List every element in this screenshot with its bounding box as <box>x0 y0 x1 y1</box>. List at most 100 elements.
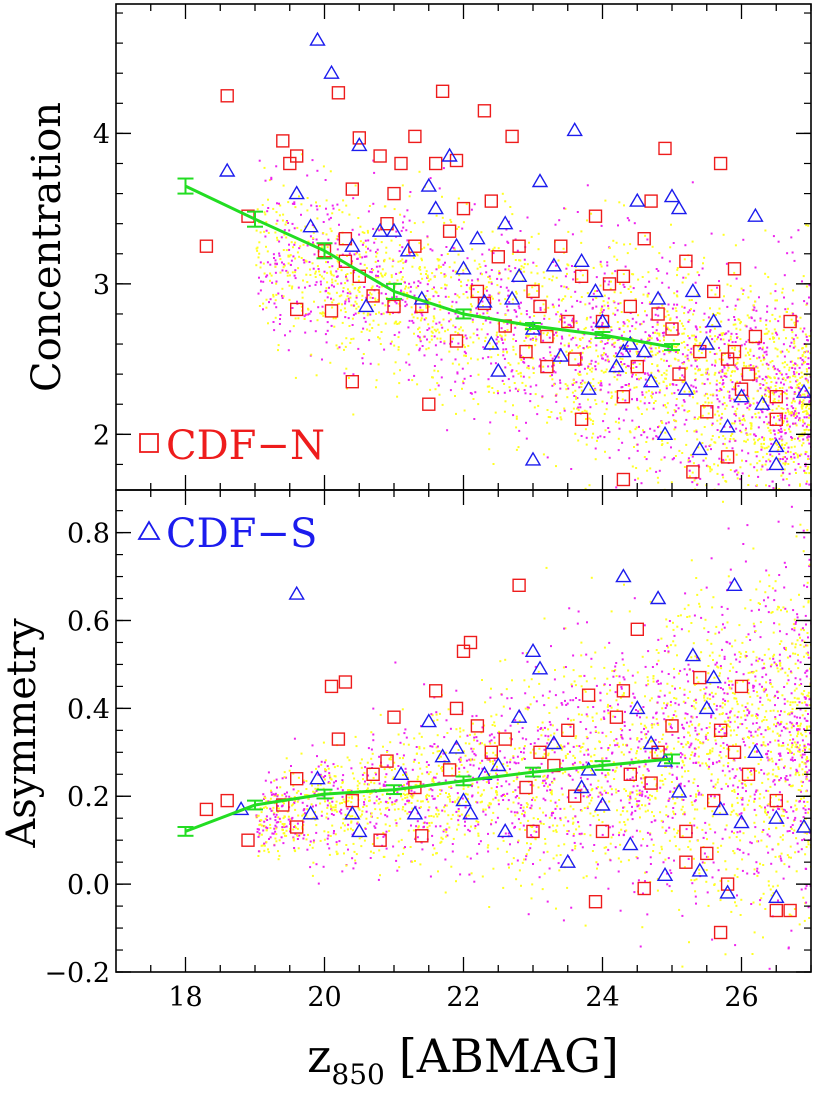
cloud-point <box>630 291 633 293</box>
cloud-point <box>422 783 425 786</box>
cloud-point <box>640 434 643 437</box>
cloud-point <box>469 392 472 394</box>
cloud-point <box>315 281 318 284</box>
cloud-point <box>699 330 702 333</box>
cloud-point <box>696 656 698 659</box>
cloud-point <box>737 318 740 321</box>
cloud-point <box>610 610 613 613</box>
cloud-point <box>388 281 391 284</box>
cloud-point <box>599 340 602 343</box>
cloud-point <box>440 287 443 289</box>
cloud-point <box>636 449 639 452</box>
cloud-point <box>753 466 756 469</box>
cloud-point <box>789 491 791 493</box>
cloud-point <box>734 507 736 509</box>
cloud-point <box>773 513 775 515</box>
cloud-point <box>433 328 436 331</box>
cloud-point <box>763 442 765 445</box>
cloud-point <box>772 631 775 634</box>
cloud-point <box>341 303 343 306</box>
cloud-point <box>394 321 397 324</box>
cloud-point <box>319 783 322 786</box>
cloud-point <box>718 811 721 814</box>
cloud-point <box>781 541 783 543</box>
cloud-point <box>586 316 589 319</box>
cloud-point <box>772 768 775 771</box>
cloud-point <box>367 210 370 213</box>
cloud-point <box>703 383 706 385</box>
cloud-point <box>694 338 697 340</box>
cloud-point <box>571 349 574 352</box>
cloud-point <box>709 329 712 332</box>
cloud-point <box>344 316 347 319</box>
cloud-point <box>636 793 639 796</box>
cloud-point <box>397 260 400 263</box>
cloud-point <box>710 468 713 471</box>
cloud-point <box>437 264 440 267</box>
cloud-point <box>512 755 515 758</box>
cloud-point <box>785 397 788 400</box>
cloud-point <box>528 346 530 349</box>
cloud-point <box>652 331 655 334</box>
cloud-point <box>697 345 700 348</box>
cloud-point <box>749 422 752 425</box>
cloud-point <box>673 634 676 637</box>
cloud-point <box>747 395 750 398</box>
cloud-point <box>779 425 782 427</box>
cloud-point <box>723 372 726 375</box>
cloud-point <box>288 243 290 246</box>
cloud-point <box>546 774 549 777</box>
cloud-point <box>419 268 422 271</box>
cloud-point <box>276 810 279 813</box>
cloud-point <box>482 322 485 325</box>
cloud-point <box>499 285 502 288</box>
cloud-point <box>550 330 553 333</box>
cloud-point <box>571 265 573 267</box>
cloud-point <box>587 367 589 369</box>
cloud-point <box>666 326 669 329</box>
cloud-point <box>469 336 472 339</box>
cloud-point <box>663 324 665 327</box>
cloud-point <box>335 800 338 803</box>
cloud-point <box>293 201 296 204</box>
cloud-point <box>303 261 306 264</box>
cloud-point <box>282 263 285 266</box>
cloud-point <box>647 389 650 392</box>
cdf-n-point <box>727 344 742 359</box>
cloud-point <box>698 274 701 277</box>
cloud-point <box>615 675 618 677</box>
cloud-point <box>440 323 443 326</box>
cloud-point <box>790 446 793 449</box>
cloud-point <box>762 456 765 459</box>
cloud-point <box>790 726 793 729</box>
cloud-point <box>340 765 343 768</box>
cloud-point <box>798 439 801 442</box>
cloud-point <box>317 306 320 309</box>
cloud-point <box>728 354 731 357</box>
cloud-point <box>326 271 329 274</box>
cloud-point <box>746 438 749 441</box>
cloud-point <box>510 697 513 699</box>
cloud-point <box>702 404 705 406</box>
cloud-point <box>794 422 797 425</box>
cloud-point <box>319 290 322 293</box>
cloud-point <box>649 350 652 353</box>
cloud-point <box>673 428 676 431</box>
cloud-point <box>675 384 678 386</box>
cloud-point <box>676 778 678 780</box>
cloud-point <box>433 335 436 338</box>
cloud-point <box>492 252 495 255</box>
cloud-point <box>644 331 647 334</box>
cloud-point <box>474 825 477 827</box>
cloud-point <box>788 472 791 475</box>
cloud-point <box>782 383 785 386</box>
cloud-point <box>443 342 446 345</box>
cloud-point <box>816 410 818 412</box>
cloud-point <box>728 440 731 443</box>
cloud-point <box>710 714 713 717</box>
cloud-point <box>702 262 704 265</box>
cloud-point <box>553 355 556 358</box>
cloud-point <box>345 337 348 340</box>
cloud-point <box>801 444 803 447</box>
cloud-point <box>699 326 702 329</box>
